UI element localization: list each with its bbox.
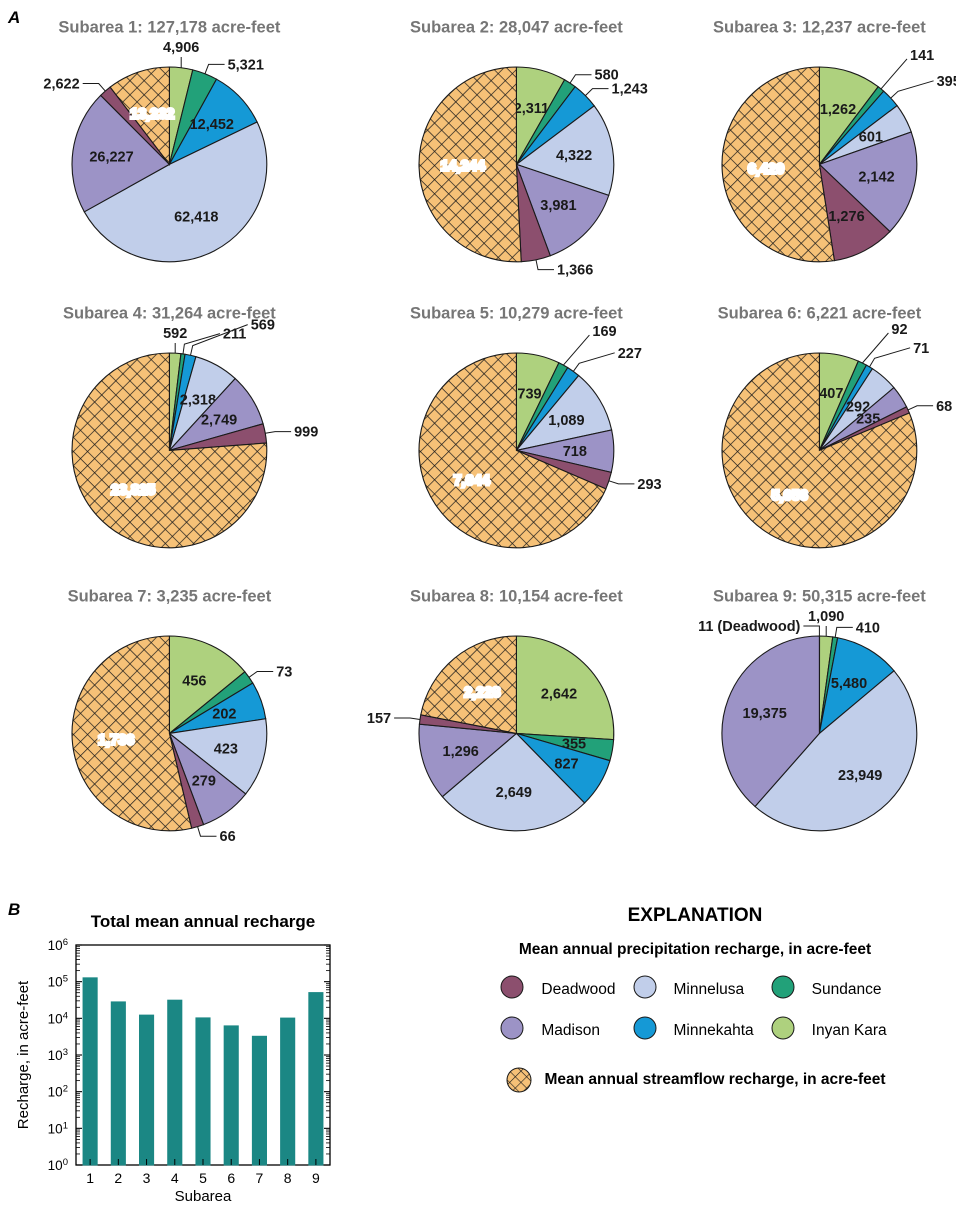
svg-text:Recharge, in acre-feet: Recharge, in acre-feet — [15, 980, 32, 1129]
svg-text:1,262: 1,262 — [819, 102, 855, 118]
svg-text:1,736: 1,736 — [98, 732, 134, 748]
svg-text:62,418: 62,418 — [174, 209, 218, 225]
svg-text:456: 456 — [182, 673, 206, 689]
svg-text:Subarea 1: 127,178 acre-feet: Subarea 1: 127,178 acre-feet — [58, 18, 280, 36]
svg-text:6,420: 6,420 — [747, 161, 783, 177]
svg-text:23,949: 23,949 — [838, 768, 882, 784]
svg-text:3,981: 3,981 — [540, 198, 576, 214]
svg-text:19,375: 19,375 — [742, 705, 786, 721]
svg-text:106: 106 — [48, 937, 68, 954]
svg-text:Subarea 7: 3,235 acre-feet: Subarea 7: 3,235 acre-feet — [67, 587, 271, 605]
svg-text:2,228: 2,228 — [464, 685, 500, 701]
svg-text:92: 92 — [891, 322, 907, 338]
svg-text:3: 3 — [143, 1170, 151, 1186]
svg-text:279: 279 — [191, 773, 215, 789]
svg-text:5,056: 5,056 — [771, 488, 807, 504]
svg-text:1,090: 1,090 — [808, 609, 844, 625]
svg-text:11 (Deadwood): 11 (Deadwood) — [698, 619, 800, 635]
svg-text:2,142: 2,142 — [858, 169, 894, 185]
svg-text:101: 101 — [48, 1120, 68, 1137]
svg-text:2,311: 2,311 — [514, 101, 550, 117]
svg-text:395: 395 — [936, 73, 956, 89]
svg-text:Total mean annual recharge: Total mean annual recharge — [91, 912, 316, 931]
svg-text:104: 104 — [48, 1010, 68, 1026]
svg-text:5,321: 5,321 — [227, 57, 263, 73]
svg-text:157: 157 — [367, 711, 391, 727]
svg-text:1,089: 1,089 — [548, 413, 584, 429]
svg-text:4,906: 4,906 — [163, 40, 199, 56]
svg-text:102: 102 — [48, 1083, 68, 1100]
svg-text:12,452: 12,452 — [189, 117, 233, 133]
svg-text:26,227: 26,227 — [89, 149, 133, 165]
svg-text:569: 569 — [250, 318, 274, 334]
svg-text:1,296: 1,296 — [442, 744, 478, 760]
svg-text:23,825: 23,825 — [111, 483, 155, 499]
svg-text:Subarea 6: 6,221 acre-feet: Subarea 6: 6,221 acre-feet — [717, 305, 921, 323]
svg-text:2,642: 2,642 — [541, 686, 577, 702]
svg-text:410: 410 — [855, 620, 879, 636]
svg-text:9: 9 — [312, 1170, 320, 1186]
svg-text:5,480: 5,480 — [830, 676, 866, 692]
svg-text:7,044: 7,044 — [453, 473, 489, 489]
svg-text:14,244: 14,244 — [441, 158, 485, 174]
svg-text:2: 2 — [114, 1170, 122, 1186]
svg-text:592: 592 — [163, 326, 187, 342]
svg-text:13,232: 13,232 — [130, 106, 174, 122]
svg-text:Subarea 9: 50,315 acre-feet: Subarea 9: 50,315 acre-feet — [713, 587, 926, 605]
svg-text:68: 68 — [936, 399, 952, 415]
svg-text:1,276: 1,276 — [828, 209, 864, 225]
svg-text:5: 5 — [199, 1170, 207, 1186]
svg-text:Subarea 3: 12,237 acre-feet: Subarea 3: 12,237 acre-feet — [713, 18, 926, 36]
svg-text:6: 6 — [227, 1170, 235, 1186]
svg-text:66: 66 — [219, 829, 235, 845]
svg-text:407: 407 — [819, 386, 843, 402]
svg-text:1: 1 — [86, 1170, 94, 1186]
svg-text:211: 211 — [223, 327, 246, 343]
svg-text:827: 827 — [554, 756, 578, 772]
svg-text:8: 8 — [284, 1170, 292, 1186]
svg-text:71: 71 — [913, 341, 929, 357]
svg-text:7: 7 — [256, 1170, 264, 1186]
svg-text:Subarea 4: 31,264 acre-feet: Subarea 4: 31,264 acre-feet — [63, 305, 276, 323]
svg-text:202: 202 — [212, 706, 236, 722]
svg-text:423: 423 — [214, 741, 238, 757]
svg-text:141: 141 — [910, 48, 934, 64]
svg-text:4: 4 — [171, 1170, 179, 1186]
svg-text:Subarea: Subarea — [175, 1188, 232, 1205]
svg-text:103: 103 — [48, 1047, 68, 1064]
svg-text:2,749: 2,749 — [201, 413, 237, 429]
svg-text:2,649: 2,649 — [496, 784, 532, 800]
svg-text:739: 739 — [517, 386, 541, 402]
svg-text:105: 105 — [48, 973, 68, 990]
svg-text:2,622: 2,622 — [43, 76, 79, 92]
svg-text:100: 100 — [48, 1157, 68, 1174]
